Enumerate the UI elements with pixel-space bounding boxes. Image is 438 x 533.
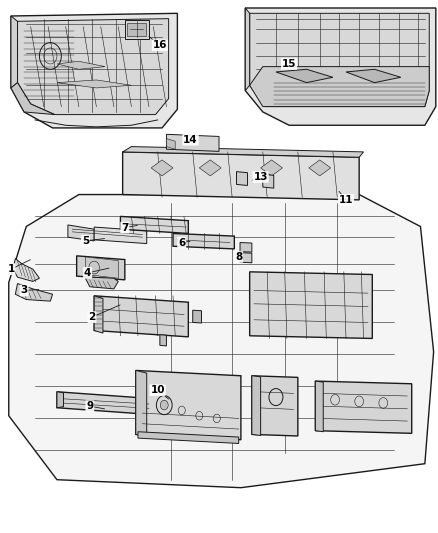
- Text: 15: 15: [282, 59, 297, 69]
- Polygon shape: [85, 257, 118, 278]
- Polygon shape: [9, 195, 434, 488]
- Text: 10: 10: [150, 385, 165, 395]
- Polygon shape: [151, 160, 173, 176]
- Polygon shape: [94, 296, 188, 337]
- Polygon shape: [57, 61, 105, 69]
- Polygon shape: [166, 134, 219, 151]
- Polygon shape: [173, 233, 234, 249]
- Text: 7: 7: [121, 223, 128, 232]
- Text: 3: 3: [21, 286, 28, 295]
- Polygon shape: [57, 80, 131, 88]
- Polygon shape: [252, 376, 261, 435]
- Polygon shape: [240, 253, 252, 263]
- Polygon shape: [136, 370, 147, 437]
- Polygon shape: [94, 296, 103, 333]
- Polygon shape: [261, 160, 283, 176]
- Polygon shape: [346, 69, 401, 83]
- Polygon shape: [237, 172, 247, 185]
- Polygon shape: [252, 376, 298, 436]
- Polygon shape: [199, 160, 221, 176]
- Polygon shape: [250, 13, 429, 107]
- Polygon shape: [245, 8, 436, 125]
- Polygon shape: [138, 432, 239, 443]
- Text: 4: 4: [84, 268, 91, 278]
- Polygon shape: [11, 83, 55, 115]
- Text: 9: 9: [86, 401, 93, 411]
- Polygon shape: [250, 272, 372, 338]
- Polygon shape: [15, 284, 53, 301]
- Polygon shape: [309, 160, 331, 176]
- Polygon shape: [11, 13, 177, 128]
- Polygon shape: [240, 243, 252, 252]
- Polygon shape: [160, 335, 166, 346]
- Polygon shape: [77, 256, 125, 280]
- Text: 5: 5: [82, 236, 89, 246]
- Polygon shape: [13, 259, 39, 281]
- Polygon shape: [85, 277, 118, 289]
- Text: 16: 16: [152, 41, 167, 50]
- Polygon shape: [276, 69, 333, 83]
- Polygon shape: [123, 152, 359, 200]
- Polygon shape: [136, 370, 241, 440]
- Polygon shape: [125, 20, 149, 39]
- Polygon shape: [68, 225, 94, 241]
- Polygon shape: [123, 147, 364, 157]
- Polygon shape: [57, 392, 64, 408]
- Polygon shape: [315, 381, 323, 432]
- Polygon shape: [57, 392, 153, 415]
- Polygon shape: [11, 16, 18, 88]
- Polygon shape: [250, 67, 429, 107]
- Polygon shape: [166, 139, 175, 149]
- Text: 11: 11: [339, 195, 353, 205]
- Text: 2: 2: [88, 312, 95, 322]
- Circle shape: [160, 400, 168, 410]
- Polygon shape: [94, 227, 147, 244]
- Text: 8: 8: [235, 252, 242, 262]
- Polygon shape: [245, 8, 250, 91]
- Polygon shape: [193, 310, 201, 323]
- Polygon shape: [18, 19, 169, 115]
- Polygon shape: [315, 381, 412, 433]
- Text: 14: 14: [183, 135, 198, 144]
- Polygon shape: [120, 216, 188, 233]
- Text: 13: 13: [253, 172, 268, 182]
- Text: 1: 1: [7, 264, 14, 274]
- Polygon shape: [263, 174, 274, 188]
- Polygon shape: [127, 23, 146, 36]
- Text: 6: 6: [178, 238, 185, 247]
